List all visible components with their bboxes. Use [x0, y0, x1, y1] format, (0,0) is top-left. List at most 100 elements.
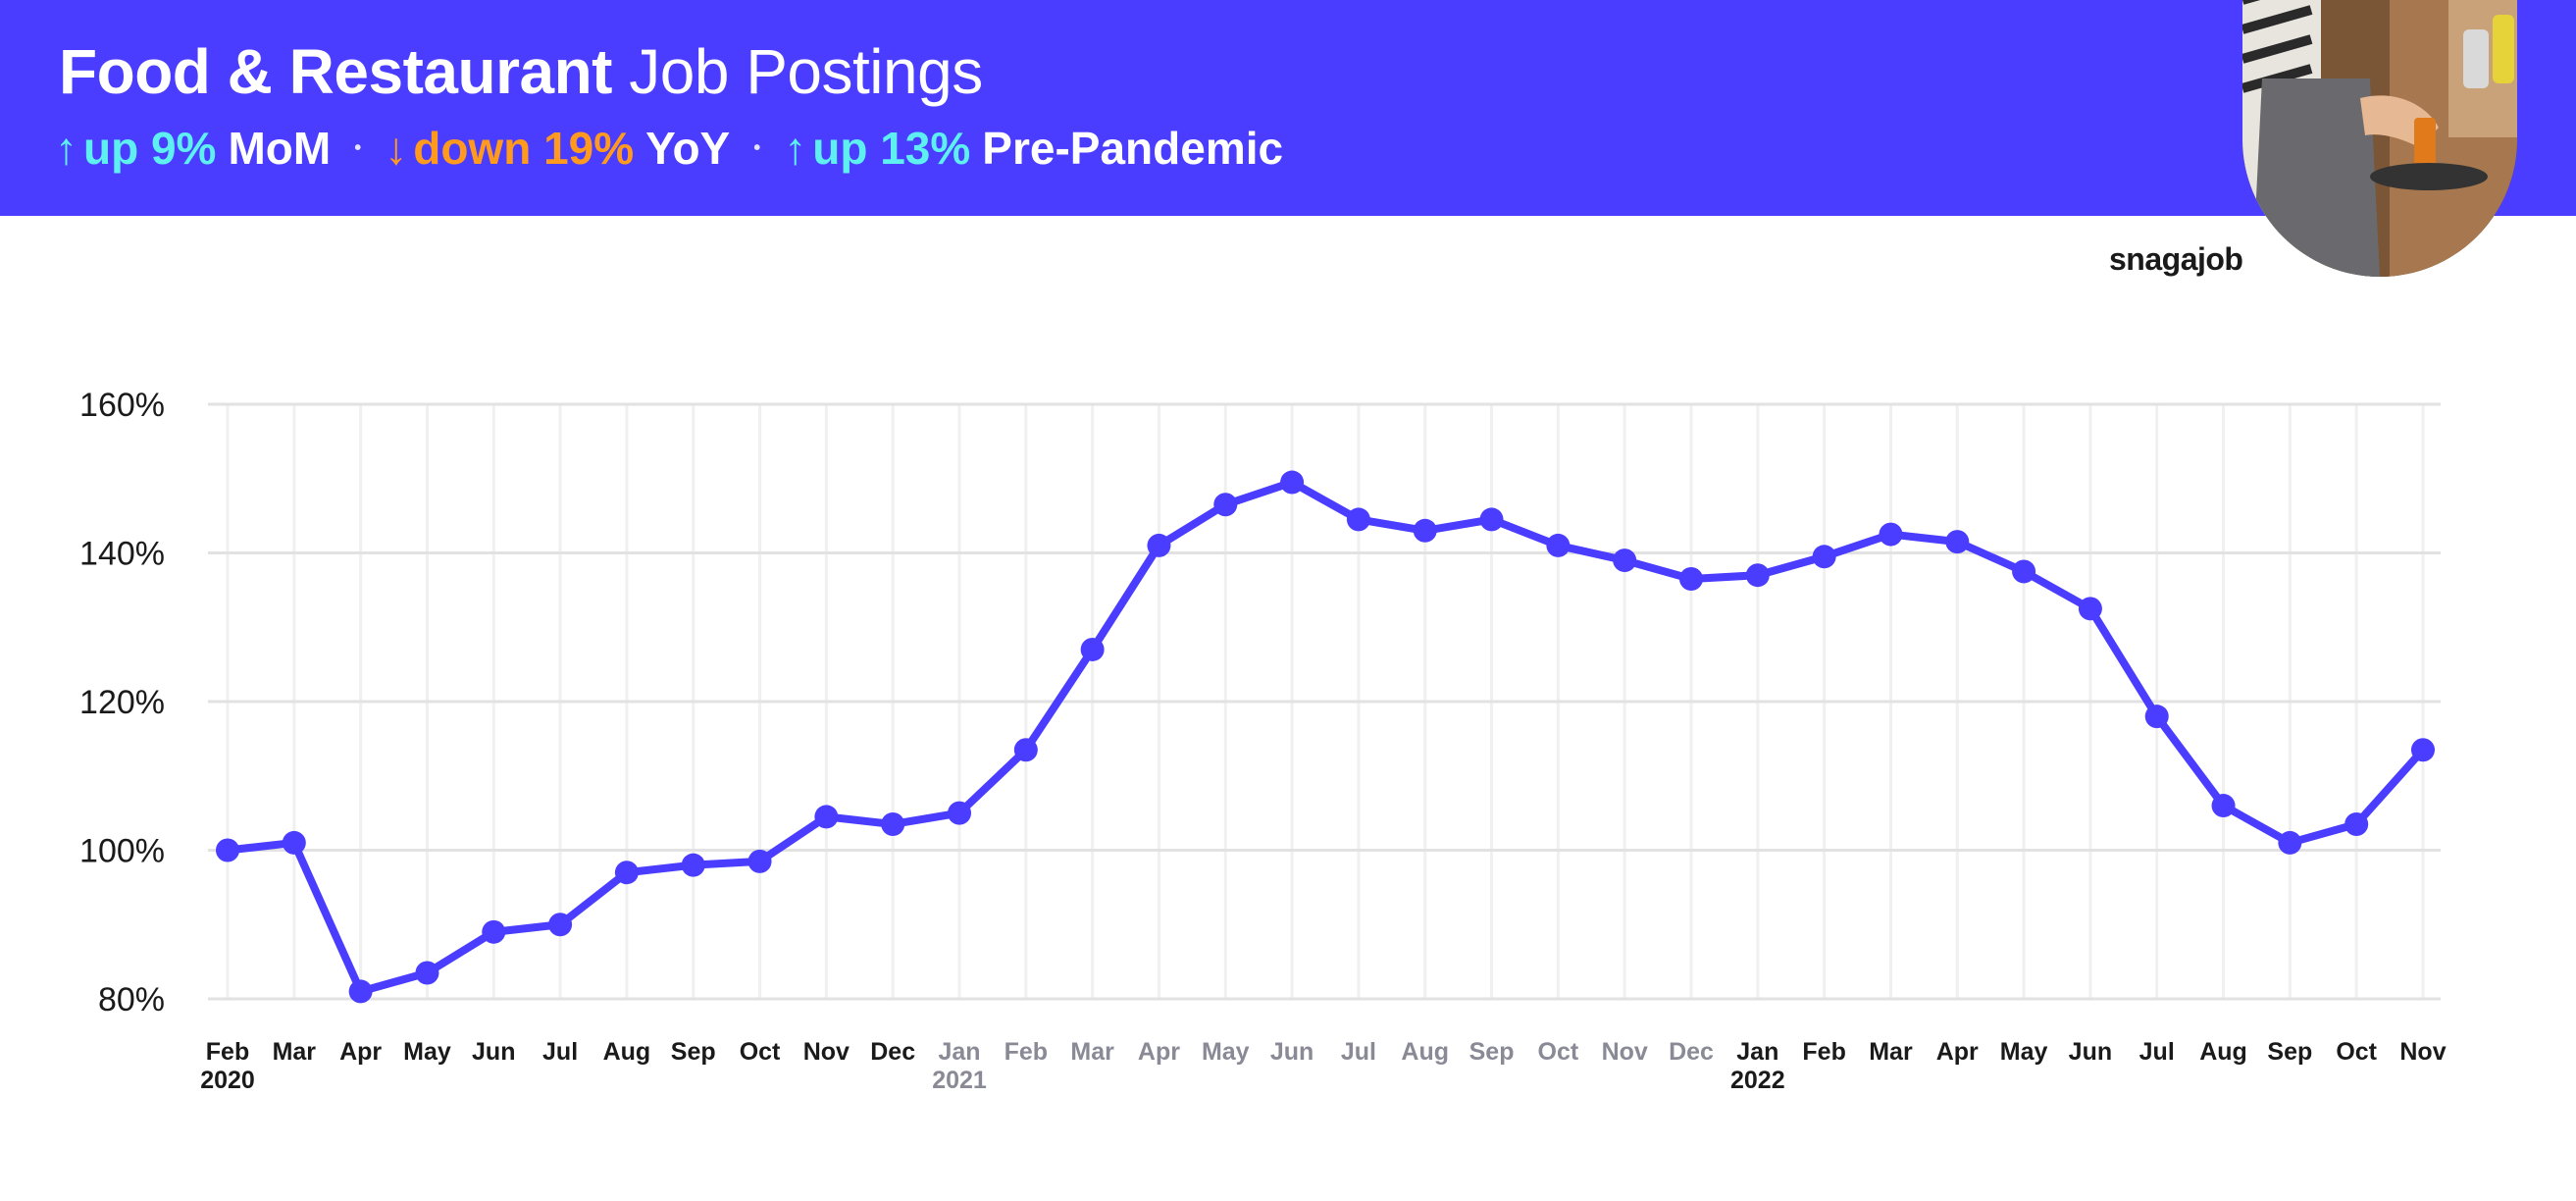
- x-tick-label: Nov: [803, 1038, 850, 1066]
- stat-yoy-value: down 19%: [413, 123, 635, 174]
- y-axis: 80% 100% 120% 140% 160%: [79, 387, 165, 1018]
- y-tick-label: 120%: [79, 684, 165, 721]
- y-tick-label: 80%: [98, 981, 165, 1018]
- stat-prepandemic-value: up 13%: [812, 123, 971, 174]
- data-point: [1346, 507, 1370, 532]
- x-year-label: 2021: [932, 1067, 987, 1094]
- x-tick-label: Nov: [2399, 1038, 2446, 1066]
- data-point: [1213, 493, 1238, 517]
- barista-photo-art: [2242, 0, 2517, 277]
- data-point: [482, 919, 506, 944]
- up-arrow-icon: ↑: [55, 123, 77, 174]
- x-tick-label: Apr: [339, 1038, 382, 1066]
- x-tick-label: Jan: [1736, 1038, 1778, 1066]
- data-point: [1280, 470, 1305, 495]
- x-tick-label: Oct: [1538, 1038, 1579, 1066]
- data-point: [1013, 738, 1038, 762]
- series-line: [224, 478, 2427, 996]
- page-title: Food & Restaurant Job Postings: [59, 35, 983, 108]
- data-point: [681, 853, 705, 877]
- data-point: [548, 913, 573, 937]
- x-year-label: 2020: [200, 1067, 255, 1094]
- x-tick-label: Feb: [1802, 1038, 1845, 1066]
- data-point: [814, 805, 839, 829]
- x-tick-label: Jun: [1270, 1038, 1314, 1066]
- data-point: [2278, 830, 2302, 855]
- data-point: [747, 849, 772, 873]
- barista-photo: [2242, 0, 2517, 277]
- stat-mom: ↑ up 9% MoM: [55, 122, 331, 175]
- data-point: [348, 979, 373, 1004]
- x-tick-label: Aug: [2199, 1038, 2247, 1066]
- data-point: [216, 838, 239, 862]
- data-point: [282, 830, 306, 855]
- data-point: [1679, 567, 1703, 592]
- stat-prepandemic: ↑ up 13% Pre-Pandemic: [784, 122, 1283, 175]
- x-tick-label: Aug: [603, 1038, 651, 1066]
- y-tick-label: 140%: [79, 536, 165, 573]
- x-tick-label: Jan: [938, 1038, 980, 1066]
- x-tick-label: Sep: [1469, 1038, 1515, 1066]
- x-tick-label: Oct: [740, 1038, 781, 1066]
- x-tick-label: Dec: [870, 1038, 915, 1066]
- data-point: [2344, 811, 2369, 836]
- stat-separator: •: [753, 136, 761, 159]
- data-point: [1879, 522, 1903, 547]
- data-point: [1546, 533, 1571, 557]
- x-tick-label: Mar: [1869, 1038, 1913, 1066]
- series: [216, 470, 2435, 1004]
- data-point: [1080, 637, 1105, 661]
- x-tick-label: May: [1202, 1038, 1250, 1066]
- header-banner: Food & Restaurant Job Postings ↑ up 9% M…: [0, 0, 2576, 216]
- x-tick-label: Sep: [2267, 1038, 2312, 1066]
- data-point: [948, 801, 971, 825]
- stat-prepandemic-label: Pre-Pandemic: [982, 123, 1284, 174]
- x-tick-label: Aug: [1401, 1038, 1449, 1066]
- down-arrow-icon: ↓: [385, 123, 408, 174]
- x-tick-label: Jun: [472, 1038, 515, 1066]
- data-point: [1613, 548, 1637, 573]
- snagajob-logo: snagajob: [2109, 241, 2243, 277]
- data-point: [2078, 597, 2102, 621]
- x-tick-label: Nov: [1602, 1038, 1648, 1066]
- data-point: [2012, 559, 2036, 584]
- x-tick-label: Jun: [2069, 1038, 2112, 1066]
- data-point: [1745, 563, 1770, 588]
- x-tick-label: Jul: [542, 1038, 578, 1066]
- data-point: [1479, 507, 1504, 532]
- up-arrow-icon: ↑: [784, 123, 807, 174]
- horizontal-gridlines: [208, 402, 2441, 1001]
- y-tick-label: 160%: [79, 387, 165, 424]
- x-tick-label: Sep: [671, 1038, 716, 1066]
- stat-mom-value: up 9%: [83, 123, 217, 174]
- x-tick-label: Jul: [2139, 1038, 2175, 1066]
- stat-yoy: ↓ down 19% YoY: [385, 122, 730, 175]
- x-tick-label: May: [2000, 1038, 2048, 1066]
- x-tick-label: Mar: [1070, 1038, 1114, 1066]
- data-point: [2144, 705, 2169, 729]
- x-axis: Feb Mar Apr May Jun Jul Aug Sep Oct Nov Dec Jan Feb M…: [200, 1038, 2447, 1094]
- x-tick-label: May: [403, 1038, 451, 1066]
- data-point: [2411, 738, 2435, 762]
- x-tick-label: Jul: [1341, 1038, 1376, 1066]
- x-year-label: 2022: [1730, 1067, 1785, 1094]
- stats-row: ↑ up 9% MoM • ↓ down 19% YoY • ↑ up 13% …: [55, 122, 1283, 175]
- x-tick-label: Oct: [2336, 1038, 2377, 1066]
- data-point: [881, 811, 905, 836]
- data-point: [1147, 533, 1171, 557]
- x-tick-label: Dec: [1669, 1038, 1714, 1066]
- x-tick-label: Apr: [1138, 1038, 1180, 1066]
- title-bold: Food & Restaurant: [59, 36, 612, 107]
- y-tick-label: 100%: [79, 833, 165, 870]
- x-tick-label: Feb: [206, 1038, 249, 1066]
- stat-mom-label: MoM: [228, 123, 332, 174]
- data-point: [415, 961, 439, 985]
- data-point: [1945, 530, 1970, 554]
- title-light: Job Postings: [629, 36, 983, 107]
- data-point: [1413, 518, 1437, 543]
- data-point: [614, 861, 639, 885]
- x-tick-label: Mar: [273, 1038, 317, 1066]
- stat-separator: •: [354, 136, 362, 159]
- x-tick-label: Feb: [1005, 1038, 1048, 1066]
